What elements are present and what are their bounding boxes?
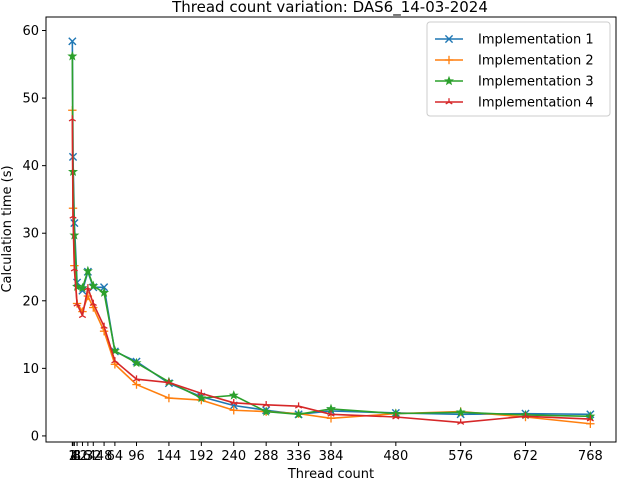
- data-point: [70, 265, 78, 272]
- x-axis-title: Thread count: [287, 467, 374, 480]
- data-point: [72, 281, 83, 291]
- x-tick-label: 32: [85, 449, 102, 464]
- data-point: [77, 282, 88, 293]
- y-axis-title: Calculation time (s): [0, 165, 15, 292]
- y-tick-label: 50: [22, 92, 39, 107]
- data-point: [68, 37, 77, 46]
- data-point: [111, 357, 119, 364]
- data-point: [294, 402, 303, 409]
- legend-item: Implementation 1: [435, 33, 594, 48]
- y-tick-label: 20: [22, 294, 39, 309]
- data-point: [164, 393, 174, 403]
- data-point: [197, 389, 205, 396]
- data-point: [293, 409, 304, 419]
- data-point: [67, 50, 78, 61]
- data-point: [99, 283, 109, 292]
- data-point: [455, 407, 466, 417]
- legend-label: Implementation 4: [478, 96, 594, 111]
- data-point: [100, 322, 108, 329]
- x-tick-label: 4: [70, 449, 78, 464]
- data-point: [73, 300, 81, 307]
- y-tick-label: 30: [22, 227, 39, 242]
- data-point: [165, 378, 173, 386]
- data-point: [262, 401, 270, 408]
- data-point: [82, 265, 93, 276]
- legend-label: Implementation 2: [478, 54, 594, 69]
- x-tick-label: 768: [578, 449, 603, 464]
- legend-label: Implementation 1: [478, 33, 594, 48]
- data-point: [69, 212, 77, 219]
- data-point: [89, 299, 97, 306]
- legend-marker: [445, 98, 453, 105]
- x-tick-label: 1: [68, 449, 76, 464]
- y-tick-label: 40: [22, 159, 39, 174]
- legend-item: Implementation 2: [435, 54, 594, 69]
- data-point: [586, 419, 595, 428]
- data-point: [457, 418, 465, 425]
- legend-item: Implementation 3: [435, 75, 594, 90]
- series-line-4: [71, 119, 591, 424]
- data-point: [230, 399, 238, 406]
- data-point: [196, 392, 207, 403]
- x-tick-label: 64: [107, 449, 124, 464]
- x-tick-label: 480: [383, 449, 408, 464]
- x-tick-label: 96: [128, 449, 145, 464]
- x-tick-label: 288: [254, 449, 279, 464]
- data-point: [229, 406, 238, 415]
- series-4: [68, 115, 594, 425]
- y-tick-label: 60: [22, 24, 39, 39]
- data-point: [327, 410, 335, 417]
- x-tick-label: 48: [96, 449, 113, 464]
- data-point: [132, 375, 141, 382]
- x-tick-label: 144: [157, 449, 182, 464]
- x-tick-label: 192: [189, 449, 214, 464]
- y-tick-label: 10: [22, 362, 39, 377]
- data-point: [69, 229, 80, 240]
- data-point: [261, 406, 272, 416]
- x-tick-label: 672: [513, 449, 538, 464]
- data-point: [326, 414, 336, 423]
- series-layer: [67, 37, 596, 428]
- data-point: [99, 287, 110, 297]
- x-tick-label: 576: [448, 449, 473, 464]
- y-axis: 0 10 20 30 40 50 60: [22, 24, 46, 444]
- x-tick-label: 2: [69, 449, 77, 464]
- data-point: [84, 284, 92, 291]
- x-tick-label: 336: [286, 449, 311, 464]
- legend-marker: [444, 34, 454, 44]
- chart-title: Thread count variation: DAS6_14-03-2024: [171, 0, 488, 17]
- y-tick-label: 0: [31, 429, 39, 444]
- data-point: [68, 115, 76, 122]
- data-point: [132, 380, 141, 389]
- data-point: [392, 413, 400, 420]
- data-point: [586, 415, 594, 422]
- x-tick-label: 240: [221, 449, 246, 464]
- x-tick-label: 24: [80, 449, 97, 464]
- legend-label: Implementation 3: [478, 75, 594, 90]
- data-point: [88, 280, 99, 291]
- x-tick-label: 16: [74, 449, 91, 464]
- legend-box: [426, 21, 611, 117]
- legend: Implementation 1 Implementation 2 Implemen…: [426, 21, 611, 117]
- legend-marker: [444, 75, 454, 86]
- data-point: [521, 412, 530, 419]
- x-tick-label: 8: [73, 449, 81, 464]
- x-tick-label: 384: [319, 449, 344, 464]
- legend-marker: [444, 55, 454, 65]
- data-point: [131, 357, 142, 368]
- legend-item: Implementation 4: [435, 96, 594, 111]
- data-point: [78, 311, 87, 319]
- data-point: [228, 390, 239, 400]
